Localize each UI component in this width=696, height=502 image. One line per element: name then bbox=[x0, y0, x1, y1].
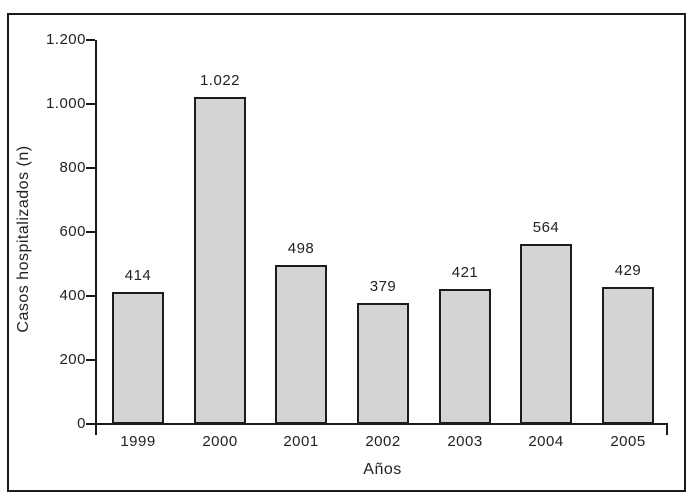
bar-value-label: 564 bbox=[532, 219, 560, 236]
y-tick-mark bbox=[86, 295, 95, 297]
bar bbox=[357, 303, 409, 424]
bar-value-label: 379 bbox=[369, 278, 397, 295]
y-tick-mark bbox=[86, 103, 95, 105]
y-tick-label: 0 bbox=[77, 415, 86, 432]
y-tick-label: 400 bbox=[59, 287, 86, 304]
bar-value-label: 498 bbox=[287, 240, 315, 257]
x-tick-label: 2003 bbox=[447, 433, 483, 450]
x-axis-line bbox=[95, 423, 668, 425]
bar bbox=[520, 244, 572, 424]
bar-value-label: 421 bbox=[451, 264, 479, 281]
x-tick-label: 2001 bbox=[283, 433, 319, 450]
bar bbox=[275, 265, 327, 424]
y-tick-mark bbox=[86, 39, 95, 41]
y-tick-label: 600 bbox=[59, 223, 86, 240]
chart-frame bbox=[7, 13, 686, 492]
bar bbox=[194, 97, 246, 424]
x-axis-end-tick bbox=[666, 423, 668, 435]
y-tick-mark bbox=[86, 359, 95, 361]
x-tick-label: 2002 bbox=[365, 433, 401, 450]
bar-value-label: 429 bbox=[614, 262, 642, 279]
x-tick-label: 2004 bbox=[528, 433, 564, 450]
y-tick-mark bbox=[86, 167, 95, 169]
y-tick-label: 1.200 bbox=[45, 31, 86, 48]
x-axis-title: Años bbox=[363, 461, 402, 478]
bar bbox=[439, 289, 491, 424]
bar bbox=[602, 287, 654, 424]
x-tick-label: 2000 bbox=[202, 433, 238, 450]
y-tick-label: 200 bbox=[59, 351, 86, 368]
bar bbox=[112, 292, 164, 424]
x-tick-label: 1999 bbox=[120, 433, 156, 450]
bar-value-label: 414 bbox=[124, 267, 152, 284]
bar-value-label: 1.022 bbox=[199, 72, 241, 89]
y-tick-mark bbox=[86, 231, 95, 233]
y-tick-label: 800 bbox=[59, 159, 86, 176]
y-tick-mark bbox=[86, 423, 95, 425]
x-tick-label: 2005 bbox=[610, 433, 646, 450]
y-tick-label: 1.000 bbox=[45, 95, 86, 112]
y-axis-line bbox=[95, 40, 97, 435]
